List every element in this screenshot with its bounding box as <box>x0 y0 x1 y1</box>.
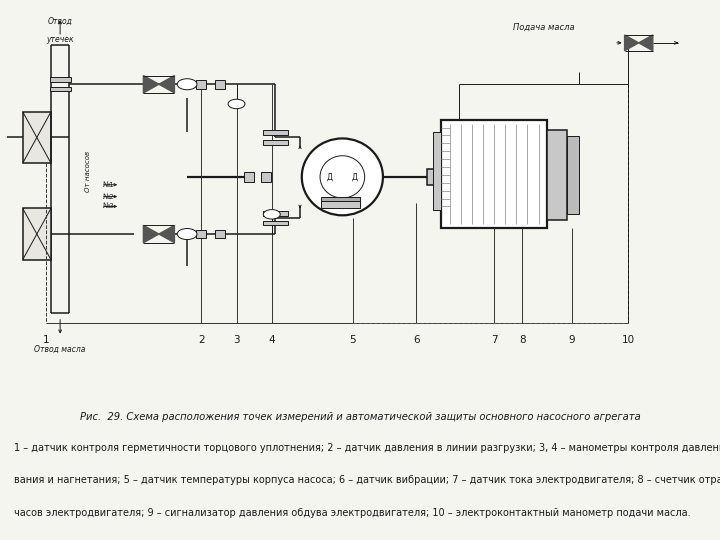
Text: часов электродвигателя; 9 – сигнализатор давления обдува электродвигателя; 10 – : часов электродвигателя; 9 – сигнализатор… <box>14 508 691 518</box>
Text: 10: 10 <box>621 335 635 345</box>
Ellipse shape <box>320 156 364 198</box>
Text: От насосов: От насосов <box>85 151 91 192</box>
Bar <box>23 208 51 260</box>
Text: Д: Д <box>352 172 358 181</box>
Text: 9: 9 <box>568 335 575 345</box>
Text: 1: 1 <box>42 335 50 345</box>
Circle shape <box>228 99 245 109</box>
Text: 8: 8 <box>519 335 526 345</box>
Text: 6: 6 <box>413 335 420 345</box>
Circle shape <box>177 228 197 240</box>
Bar <box>263 130 288 135</box>
Polygon shape <box>159 76 174 93</box>
Bar <box>215 230 225 238</box>
Text: №3: №3 <box>102 204 114 210</box>
Bar <box>427 169 438 185</box>
Text: 2: 2 <box>198 335 204 345</box>
Polygon shape <box>639 35 653 51</box>
Text: утечек: утечек <box>46 35 74 44</box>
Bar <box>263 221 288 225</box>
Polygon shape <box>624 35 639 51</box>
Text: вания и нагнетания; 5 – датчик температуры корпуса насоса; 6 – датчик вибрации; : вания и нагнетания; 5 – датчик температу… <box>14 475 720 485</box>
Circle shape <box>264 210 280 219</box>
Polygon shape <box>143 76 159 93</box>
Bar <box>321 201 360 208</box>
Bar <box>433 132 441 211</box>
Bar <box>215 80 225 89</box>
Text: №2: №2 <box>102 193 114 200</box>
Text: Отвод масла: Отвод масла <box>35 345 86 353</box>
Bar <box>244 172 254 182</box>
Bar <box>263 211 288 216</box>
Bar <box>263 140 288 145</box>
Text: Рис.  29. Схема расположения точек измерений и автоматической защиты основного н: Рис. 29. Схема расположения точек измере… <box>80 413 640 422</box>
Bar <box>567 136 580 213</box>
Ellipse shape <box>302 138 383 215</box>
Bar <box>196 230 206 238</box>
Bar <box>23 112 51 163</box>
Bar <box>441 120 547 228</box>
Text: №1: №1 <box>102 182 114 188</box>
Bar <box>547 130 567 220</box>
Text: 1 – датчик контроля герметичности торцового уплотнения; 2 – датчик давления в ли: 1 – датчик контроля герметичности торцов… <box>14 443 720 453</box>
Bar <box>50 77 71 82</box>
Bar <box>50 86 71 91</box>
Polygon shape <box>143 225 159 242</box>
Bar <box>261 172 271 182</box>
Text: Подача масла: Подача масла <box>513 23 575 32</box>
Bar <box>321 198 360 201</box>
Text: 7: 7 <box>491 335 498 345</box>
Text: 5: 5 <box>350 335 356 345</box>
Circle shape <box>177 79 197 90</box>
Text: 3: 3 <box>233 335 240 345</box>
Bar <box>196 80 206 89</box>
Text: 4: 4 <box>269 335 275 345</box>
Text: Отвод: Отвод <box>48 17 73 26</box>
Polygon shape <box>159 225 174 242</box>
Text: Д: Д <box>327 172 333 181</box>
